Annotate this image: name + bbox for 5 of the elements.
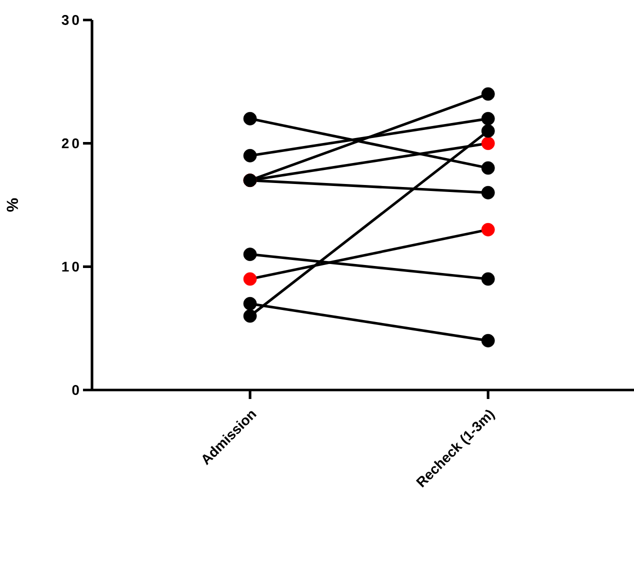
y-tick-label: 3 0 <box>62 15 79 25</box>
y-tick-label: 0 <box>72 385 79 395</box>
y-tick-label: 1 0 <box>62 262 79 272</box>
y-axis-title: % <box>6 198 18 212</box>
y-tick-label: 2 0 <box>62 138 79 148</box>
